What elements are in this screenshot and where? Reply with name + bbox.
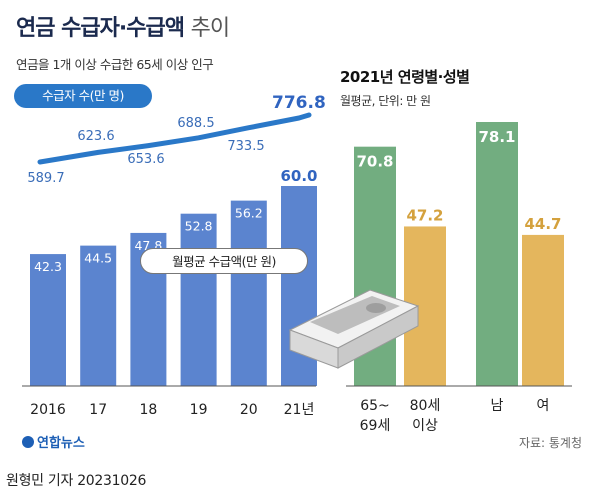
amount-value-label: 52.8 xyxy=(185,219,213,234)
group-bar xyxy=(522,234,564,386)
amount-bar xyxy=(80,245,117,386)
amount-value-label: 60.0 xyxy=(280,167,317,185)
title-bold: 연금 수급자·수급액 xyxy=(16,16,185,41)
amount-value-label: 44.5 xyxy=(84,251,112,266)
byline: 원형민 기자 20231026 xyxy=(6,473,147,489)
recipients-value-label: 733.5 xyxy=(227,139,264,154)
year-tick-label: 20 xyxy=(240,402,258,418)
recipients-value-label: 776.8 xyxy=(272,93,326,113)
title-light: 추이 xyxy=(190,16,230,41)
amount-bar xyxy=(30,254,66,386)
recipients-line xyxy=(37,112,312,165)
year-tick-label: 21년 xyxy=(284,402,315,418)
group-bar xyxy=(476,122,518,386)
group-tick-label: 이상 xyxy=(412,418,438,434)
amount-value-label: 56.2 xyxy=(235,206,263,221)
group-tick-label: 69세 xyxy=(360,418,391,434)
group-tick-label: 80세 xyxy=(410,398,441,414)
agency-logo: 연합뉴스 xyxy=(22,432,85,451)
year-tick-label: 2016 xyxy=(30,402,66,418)
year-tick-label: 18 xyxy=(139,402,157,418)
group-value-label: 78.1 xyxy=(478,128,515,146)
amount-value-label: 42.3 xyxy=(34,259,62,274)
recipients-value-label: 589.7 xyxy=(27,171,64,186)
logo-icon xyxy=(22,436,34,448)
section2-title: 2021년 연령별·성별 xyxy=(340,68,470,86)
recipients-value-label: 688.5 xyxy=(177,116,214,131)
recipients-value-label: 623.6 xyxy=(77,129,114,144)
subtitle: 연금을 1개 이상 수급한 65세 이상 인구 xyxy=(16,57,214,72)
group-value-label: 47.2 xyxy=(406,206,443,224)
group-value-label: 44.7 xyxy=(524,215,561,233)
year-tick-label: 17 xyxy=(89,402,107,418)
group-value-label: 70.8 xyxy=(356,153,393,171)
group-tick-label: 남 xyxy=(491,398,504,414)
section2-subtitle: 월평균, 단위: 만 원 xyxy=(340,94,431,108)
logo-text: 연합뉴스 xyxy=(37,436,85,451)
amount-callout: 월평균 수급액(만 원) xyxy=(140,248,308,274)
recipients-value-label: 653.6 xyxy=(127,152,164,167)
page-title: 연금 수급자·수급액 추이 xyxy=(16,10,230,42)
amount-bar xyxy=(180,213,217,386)
group-tick-label: 65~ xyxy=(360,398,390,414)
recipients-callout: 수급자 수(만 명) xyxy=(14,84,152,108)
amount-bar xyxy=(230,200,267,386)
money-portrait xyxy=(366,303,386,313)
group-tick-label: 여 xyxy=(537,398,550,414)
source-note: 자료: 통계청 xyxy=(518,436,582,450)
year-tick-label: 19 xyxy=(190,402,208,418)
money-stack-front xyxy=(337,305,419,369)
